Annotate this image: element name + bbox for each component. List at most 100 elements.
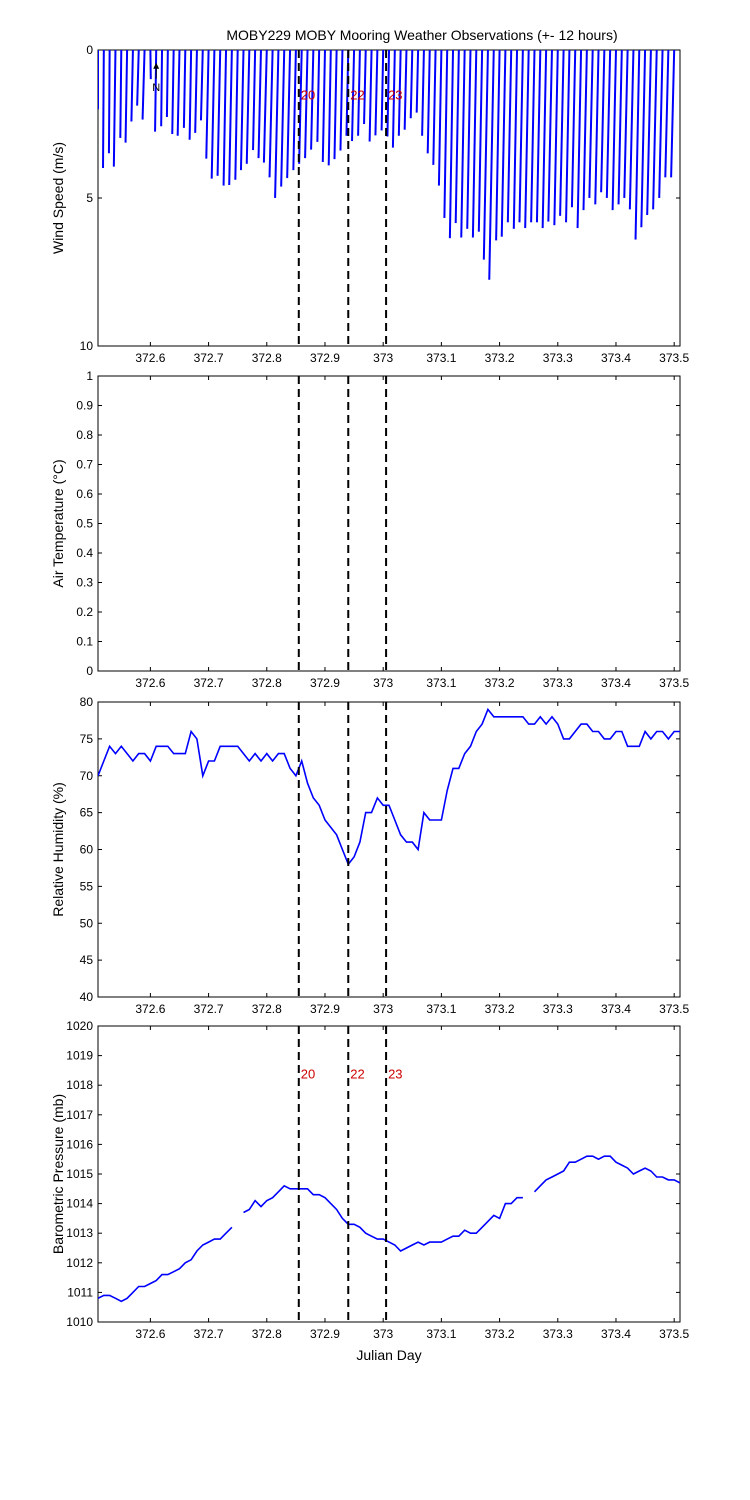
wind-stick — [646, 50, 652, 216]
wind-stick — [488, 50, 495, 280]
wind-stick — [594, 50, 600, 205]
wind-stick — [588, 50, 594, 198]
y-tick-label: 0.3 — [76, 576, 93, 590]
x-tick-label: 372.6 — [135, 1002, 165, 1016]
wind-stick — [477, 50, 484, 232]
wind-stick — [623, 50, 629, 198]
wind-stick — [257, 50, 262, 159]
y-tick-label: 40 — [80, 990, 94, 1004]
x-tick-label: 373.3 — [543, 1327, 573, 1341]
wind-stick — [292, 50, 297, 171]
wind-stick — [466, 50, 472, 229]
x-tick-label: 373 — [373, 676, 393, 690]
wind-stick — [182, 50, 187, 128]
y-tick-label: 0 — [86, 664, 93, 678]
y-tick-label: 0.1 — [76, 635, 93, 649]
x-tick-label: 373.2 — [485, 1327, 515, 1341]
event-marker-label: 23 — [388, 1066, 402, 1081]
x-tick-label: 372.9 — [310, 676, 340, 690]
wind-stick — [357, 50, 361, 136]
wind-stick — [310, 50, 315, 150]
series-line — [243, 1184, 523, 1252]
x-tick-label: 373.3 — [543, 676, 573, 690]
x-axis-label: Julian Day — [356, 1347, 421, 1363]
wind-stick — [506, 50, 513, 223]
y-axis-label: Air Temperature (°C) — [50, 459, 66, 587]
y-tick-label: 0.8 — [76, 428, 93, 442]
wind-stick — [652, 50, 658, 210]
wind-stick — [216, 50, 222, 176]
wind-stick — [565, 50, 571, 223]
y-tick-label: 0.6 — [76, 487, 93, 501]
x-tick-label: 372.8 — [252, 1002, 282, 1016]
y-tick-label: 80 — [80, 695, 94, 709]
wind-stick — [252, 50, 257, 151]
x-tick-label: 372.8 — [252, 676, 282, 690]
y-tick-label: 0 — [86, 43, 93, 57]
wind-stick — [664, 50, 670, 178]
wind-stick — [280, 50, 286, 187]
x-tick-label: 373.5 — [659, 1002, 689, 1016]
north-label: N — [152, 82, 160, 94]
x-tick-label: 373.3 — [543, 351, 573, 365]
series-line — [98, 707, 680, 866]
data-layer — [98, 707, 680, 866]
wind-stick — [160, 50, 164, 127]
wind-stick — [351, 50, 356, 142]
y-tick-label: 0.5 — [76, 517, 93, 531]
wind-stick — [374, 50, 379, 136]
x-tick-label: 373.4 — [601, 676, 631, 690]
wind-stick — [426, 50, 431, 154]
wind-stick — [141, 50, 146, 120]
wind-stick — [228, 50, 233, 186]
wind-stick — [611, 50, 617, 211]
x-tick-label: 372.8 — [252, 351, 282, 365]
x-tick-label: 373.3 — [543, 1002, 573, 1016]
wind-stick — [339, 50, 344, 151]
wind-stick — [535, 50, 542, 223]
x-tick-label: 372.7 — [194, 676, 224, 690]
wind-stick — [634, 50, 641, 240]
x-tick-label: 373 — [373, 351, 393, 365]
wind-stick — [321, 50, 326, 163]
wind-stick — [432, 50, 437, 165]
wind-stick — [454, 50, 460, 224]
wind-stick — [268, 50, 274, 178]
wind-stick — [130, 50, 134, 122]
y-tick-label: 0.4 — [76, 546, 93, 560]
wind-stick — [102, 50, 105, 168]
wind-stick — [460, 50, 466, 238]
wind-stick — [605, 50, 612, 198]
x-tick-label: 373.1 — [426, 676, 456, 690]
y-tick-label: 1010 — [66, 1315, 93, 1329]
y-tick-label: 55 — [80, 879, 94, 893]
panel-3: 372.6 372.7 372.8 372.9 373 373.1 373.2 373.3 37… — [50, 1019, 690, 1363]
y-tick-label: 1011 — [67, 1285, 93, 1299]
series-line — [98, 1226, 233, 1303]
plot-frame — [97, 1025, 681, 1323]
event-marker-label: 23 — [388, 87, 402, 102]
wind-stick — [165, 50, 169, 118]
y-axis-label: Wind Speed (m/s) — [50, 142, 66, 254]
event-marker-label: 22 — [350, 87, 364, 102]
x-tick-label: 372.8 — [252, 1327, 282, 1341]
wind-stick — [222, 50, 228, 186]
wind-stick — [421, 50, 425, 136]
x-tick-label: 373.2 — [485, 1002, 515, 1016]
wind-stick — [316, 50, 321, 142]
y-tick-label: 75 — [80, 732, 94, 746]
x-tick-label: 373.1 — [426, 351, 456, 365]
y-tick-label: 70 — [80, 769, 94, 783]
wind-stick — [304, 50, 309, 159]
north-arrowhead-icon — [153, 62, 160, 69]
wind-stick — [210, 50, 216, 179]
x-tick-label: 373.5 — [659, 676, 689, 690]
event-marker-label: 20 — [301, 1066, 315, 1081]
x-tick-label: 372.7 — [194, 1327, 224, 1341]
y-tick-label: 1020 — [66, 1019, 93, 1033]
wind-stick — [327, 50, 332, 166]
y-tick-label: 50 — [80, 916, 94, 930]
y-tick-label: 1013 — [66, 1226, 93, 1240]
y-tick-label: 1015 — [66, 1167, 93, 1181]
